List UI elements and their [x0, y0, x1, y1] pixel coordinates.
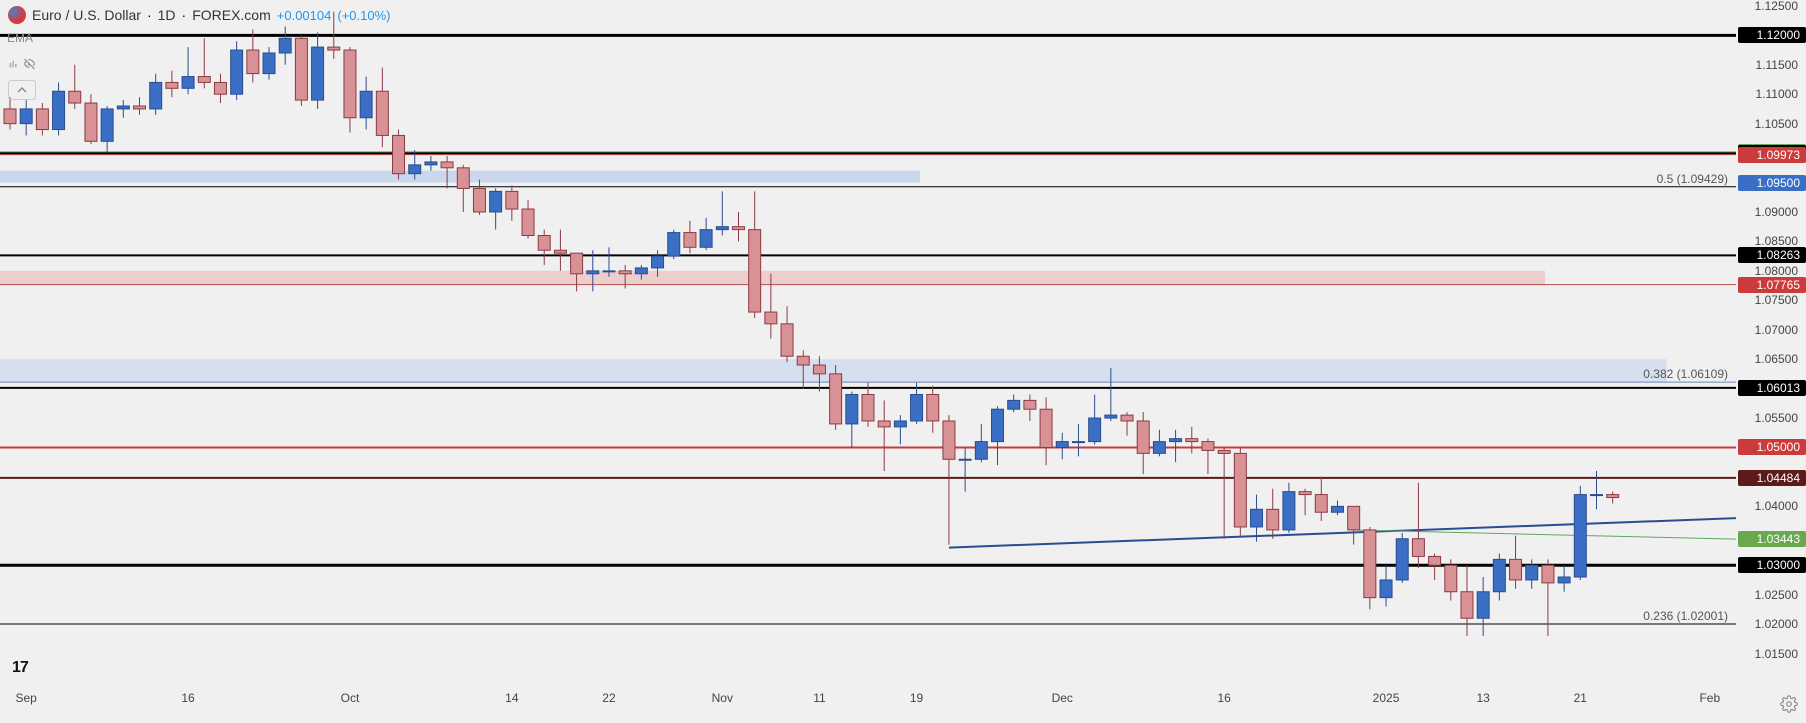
- time-axis[interactable]: Sep 16 Oct 14 22 Nov 11 19 Dec 16 2025 13 21 Feb: [0, 683, 1736, 723]
- time-tick: 13: [1476, 691, 1489, 705]
- symbol-icon: [8, 6, 26, 24]
- price-tick: 1.08500: [1755, 234, 1798, 248]
- price-tick: 1.06500: [1755, 352, 1798, 366]
- price-tick: 1.11000: [1756, 87, 1799, 101]
- price-level-box[interactable]: 1.03000: [1738, 557, 1806, 573]
- bars-icon: [8, 56, 21, 72]
- price-level-box[interactable]: 1.03443: [1738, 531, 1806, 547]
- symbol-name[interactable]: Euro / U.S. Dollar: [32, 7, 141, 23]
- time-tick: Sep: [16, 691, 37, 705]
- price-tick: 1.01500: [1755, 647, 1798, 661]
- fib-level-label: 0.236 (1.02001): [1643, 609, 1728, 623]
- price-tick: 1.07000: [1755, 323, 1798, 337]
- price-level-box[interactable]: 1.09500: [1738, 175, 1806, 191]
- price-level-box[interactable]: 1.05000: [1738, 439, 1806, 455]
- price-level-box[interactable]: 1.07765: [1738, 277, 1806, 293]
- price-tick: 1.11500: [1756, 58, 1799, 72]
- provider-label: FOREX.com: [192, 7, 271, 23]
- price-level-box[interactable]: 1.09973: [1738, 147, 1806, 163]
- price-change-value: +0.00104: [277, 8, 332, 23]
- time-tick: 19: [910, 691, 923, 705]
- chart-header: Euro / U.S. Dollar · 1D · FOREX.com +0.0…: [8, 6, 390, 24]
- price-change-pct: (+0.10%): [337, 8, 390, 23]
- time-tick: 11: [813, 691, 825, 705]
- price-tick: 1.10500: [1755, 117, 1798, 131]
- price-tick: 1.09000: [1755, 205, 1798, 219]
- time-tick: Oct: [341, 691, 360, 705]
- price-tick: 1.12500: [1755, 0, 1798, 13]
- time-tick: Dec: [1052, 691, 1073, 705]
- collapse-indicators-button[interactable]: [8, 80, 36, 100]
- time-tick: 16: [181, 691, 194, 705]
- time-tick: 2025: [1373, 691, 1400, 705]
- price-axis[interactable]: 1.125001.120001.115001.110001.105001.100…: [1736, 0, 1806, 683]
- time-tick: 22: [602, 691, 615, 705]
- time-tick: 14: [505, 691, 518, 705]
- indicator-panel: EMA: [8, 28, 36, 100]
- timeframe-label[interactable]: 1D: [158, 7, 176, 23]
- price-tick: 1.02000: [1755, 617, 1798, 631]
- time-tick: 21: [1574, 691, 1587, 705]
- price-tick: 1.04000: [1755, 499, 1798, 513]
- separator: ·: [182, 7, 187, 23]
- chart-svg: [0, 0, 1736, 683]
- chart-container: Euro / U.S. Dollar · 1D · FOREX.com +0.0…: [0, 0, 1806, 723]
- fib-level-label: 0.382 (1.06109): [1643, 367, 1728, 381]
- chart-plot-area[interactable]: [0, 0, 1736, 683]
- fib-level-label: 0.5 (1.09429): [1657, 172, 1728, 186]
- separator: ·: [147, 7, 152, 23]
- eye-off-icon: [23, 56, 36, 72]
- price-level-box[interactable]: 1.12000: [1738, 27, 1806, 43]
- ema-indicator-label[interactable]: EMA: [8, 28, 36, 48]
- price-level-box[interactable]: 1.08263: [1738, 247, 1806, 263]
- time-tick: Nov: [712, 691, 733, 705]
- settings-button[interactable]: [1780, 695, 1798, 713]
- time-tick: 16: [1217, 691, 1230, 705]
- price-level-box[interactable]: 1.06013: [1738, 380, 1806, 396]
- time-tick: Feb: [1699, 691, 1720, 705]
- price-tick: 1.05500: [1755, 411, 1798, 425]
- gear-icon: [1780, 695, 1798, 713]
- price-tick: 1.07500: [1755, 293, 1798, 307]
- indicator-2-hidden[interactable]: [8, 54, 36, 74]
- price-level-box[interactable]: 1.04484: [1738, 470, 1806, 486]
- price-tick: 1.02500: [1755, 588, 1798, 602]
- chevron-up-icon: [14, 82, 30, 98]
- tradingview-logo: 17: [12, 659, 28, 677]
